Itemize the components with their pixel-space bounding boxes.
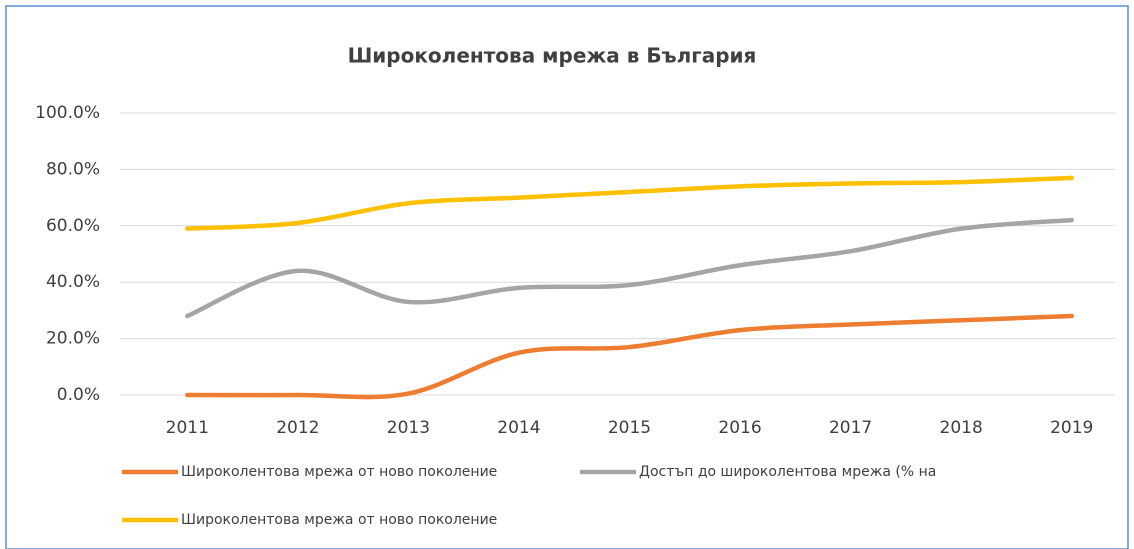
- x-tick-label: 2018: [940, 418, 983, 438]
- x-tick-label: 2017: [829, 418, 872, 438]
- line: [185, 217, 1074, 319]
- x-tick-label: 2011: [166, 418, 209, 438]
- line: [185, 313, 1074, 400]
- y-tick-label: 40.0%: [46, 272, 100, 292]
- y-tick-label: 100.0%: [35, 103, 100, 123]
- x-tick-label: 2013: [387, 418, 430, 438]
- legend-label: Широколентова мрежа от ново поколение: [181, 512, 497, 528]
- x-tick-label: 2019: [1050, 418, 1093, 438]
- line: [185, 175, 1074, 231]
- x-tick-label: 2015: [608, 418, 651, 438]
- x-tick-label: 2014: [497, 418, 540, 438]
- y-tick-label: 60.0%: [46, 216, 100, 236]
- chart-title: Широколентова мрежа в България: [348, 44, 757, 68]
- legend-label: Достъп до широколентова мрежа (% на: [639, 464, 936, 480]
- x-tick-label: 2012: [276, 418, 319, 438]
- legend-label: Широколентова мрежа от ново поколение: [181, 464, 497, 480]
- frame: [5, 5, 1129, 549]
- y-tick-label: 80.0%: [46, 159, 100, 179]
- y-tick-label: 0.0%: [57, 385, 100, 405]
- y-tick-label: 20.0%: [46, 329, 100, 349]
- x-tick-label: 2016: [718, 418, 761, 438]
